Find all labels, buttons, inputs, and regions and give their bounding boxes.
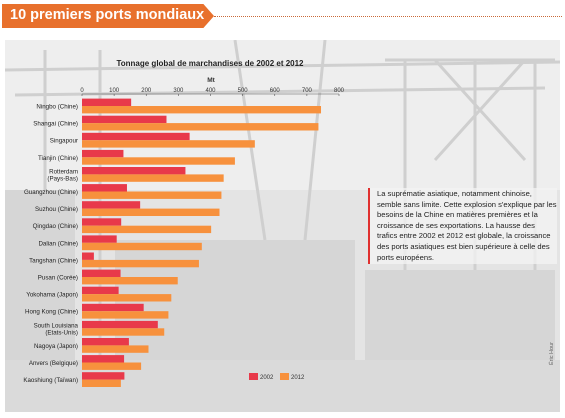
x-tick-label: 600 [270, 88, 281, 94]
category-label: Anvers (Belgique) [29, 360, 78, 367]
x-tick-label: 100 [109, 88, 120, 94]
x-tick-label: 300 [173, 88, 184, 94]
bar-2002 [82, 320, 158, 329]
category-label: Singapour [50, 138, 78, 145]
bar-2012 [82, 345, 149, 353]
bar-2002 [82, 372, 125, 380]
commentary-text: La suprématie asiatique, notamment chino… [368, 188, 557, 265]
bar-2002 [82, 235, 117, 243]
bar-2002 [82, 115, 167, 124]
x-tick-label: 700 [302, 88, 313, 94]
bar-2002 [82, 132, 190, 141]
bar-2002 [82, 149, 124, 158]
category-label-line2: (Etats-Unis) [45, 329, 78, 336]
category-label: Qingdao (Chine) [33, 223, 78, 230]
x-tick-label: 0 [80, 88, 84, 94]
category-label: Tangshan (Chine) [29, 257, 78, 264]
category-label: Suzhou (Chine) [35, 206, 78, 213]
category-label: Nagoya (Japon) [34, 343, 78, 350]
category-label: Yokohama (Japon) [26, 292, 78, 299]
bar-2002 [82, 184, 127, 192]
chart-title: Tonnage global de marchandises de 2002 e… [116, 59, 304, 68]
bar-2012 [82, 208, 220, 216]
bar-2012 [82, 277, 178, 285]
bar-2002 [82, 167, 186, 175]
bar-2002 [82, 303, 144, 312]
photo-credit: Éric Hour [549, 342, 555, 365]
category-label: Rotterdam [49, 168, 78, 175]
bar-2012 [82, 328, 165, 336]
x-tick-label: 800 [334, 88, 345, 94]
bar-2012 [82, 311, 169, 319]
bar-2012 [82, 259, 199, 268]
bar-2012 [82, 106, 322, 114]
bar-2012 [82, 225, 212, 234]
category-label: Tianjin (Chine) [38, 155, 78, 162]
title-banner: 10 premiers ports mondiaux [2, 4, 214, 28]
category-label-line2: (Pays-Bas) [47, 175, 78, 182]
category-label: South Louisiana [34, 322, 79, 329]
category-label: Dalian (Chine) [38, 240, 78, 247]
category-label: Guangzhou (Chine) [24, 189, 78, 196]
bar-2002 [82, 98, 132, 106]
x-tick-label: 200 [141, 88, 152, 94]
category-label: Pusan (Corée) [38, 275, 78, 282]
axis-unit-label: Mt [207, 77, 215, 84]
legend-swatch [280, 373, 289, 380]
category-label: Hong Kong (Chine) [25, 309, 78, 316]
bar-2002 [82, 355, 125, 363]
bar-2012 [82, 123, 319, 131]
bar-2012 [82, 191, 222, 199]
category-label: Kaoshiung (Taïwan) [23, 377, 78, 384]
bar-2012 [82, 140, 255, 148]
bar-2002 [82, 286, 119, 295]
legend-label: 2012 [291, 375, 305, 381]
bar-2002 [82, 252, 94, 260]
legend-label: 2002 [260, 375, 274, 381]
bar-2012 [82, 242, 202, 251]
x-tick-label: 400 [205, 88, 216, 94]
bar-2012 [82, 362, 142, 370]
page-title: 10 premiers ports mondiaux [10, 7, 205, 23]
bar-2012 [82, 379, 121, 387]
category-label: Shangai (Chine) [33, 121, 78, 128]
bar-2012 [82, 294, 172, 302]
bar-2012 [82, 157, 235, 165]
title-rule [214, 16, 562, 17]
x-tick-label: 500 [238, 88, 249, 94]
bar-2012 [82, 174, 224, 182]
legend-swatch [249, 373, 258, 380]
category-label: Ningbo (Chine) [36, 104, 78, 111]
bar-2002 [82, 201, 141, 209]
bar-2002 [82, 338, 129, 346]
bar-2002 [82, 269, 121, 277]
bar-2002 [82, 218, 122, 226]
